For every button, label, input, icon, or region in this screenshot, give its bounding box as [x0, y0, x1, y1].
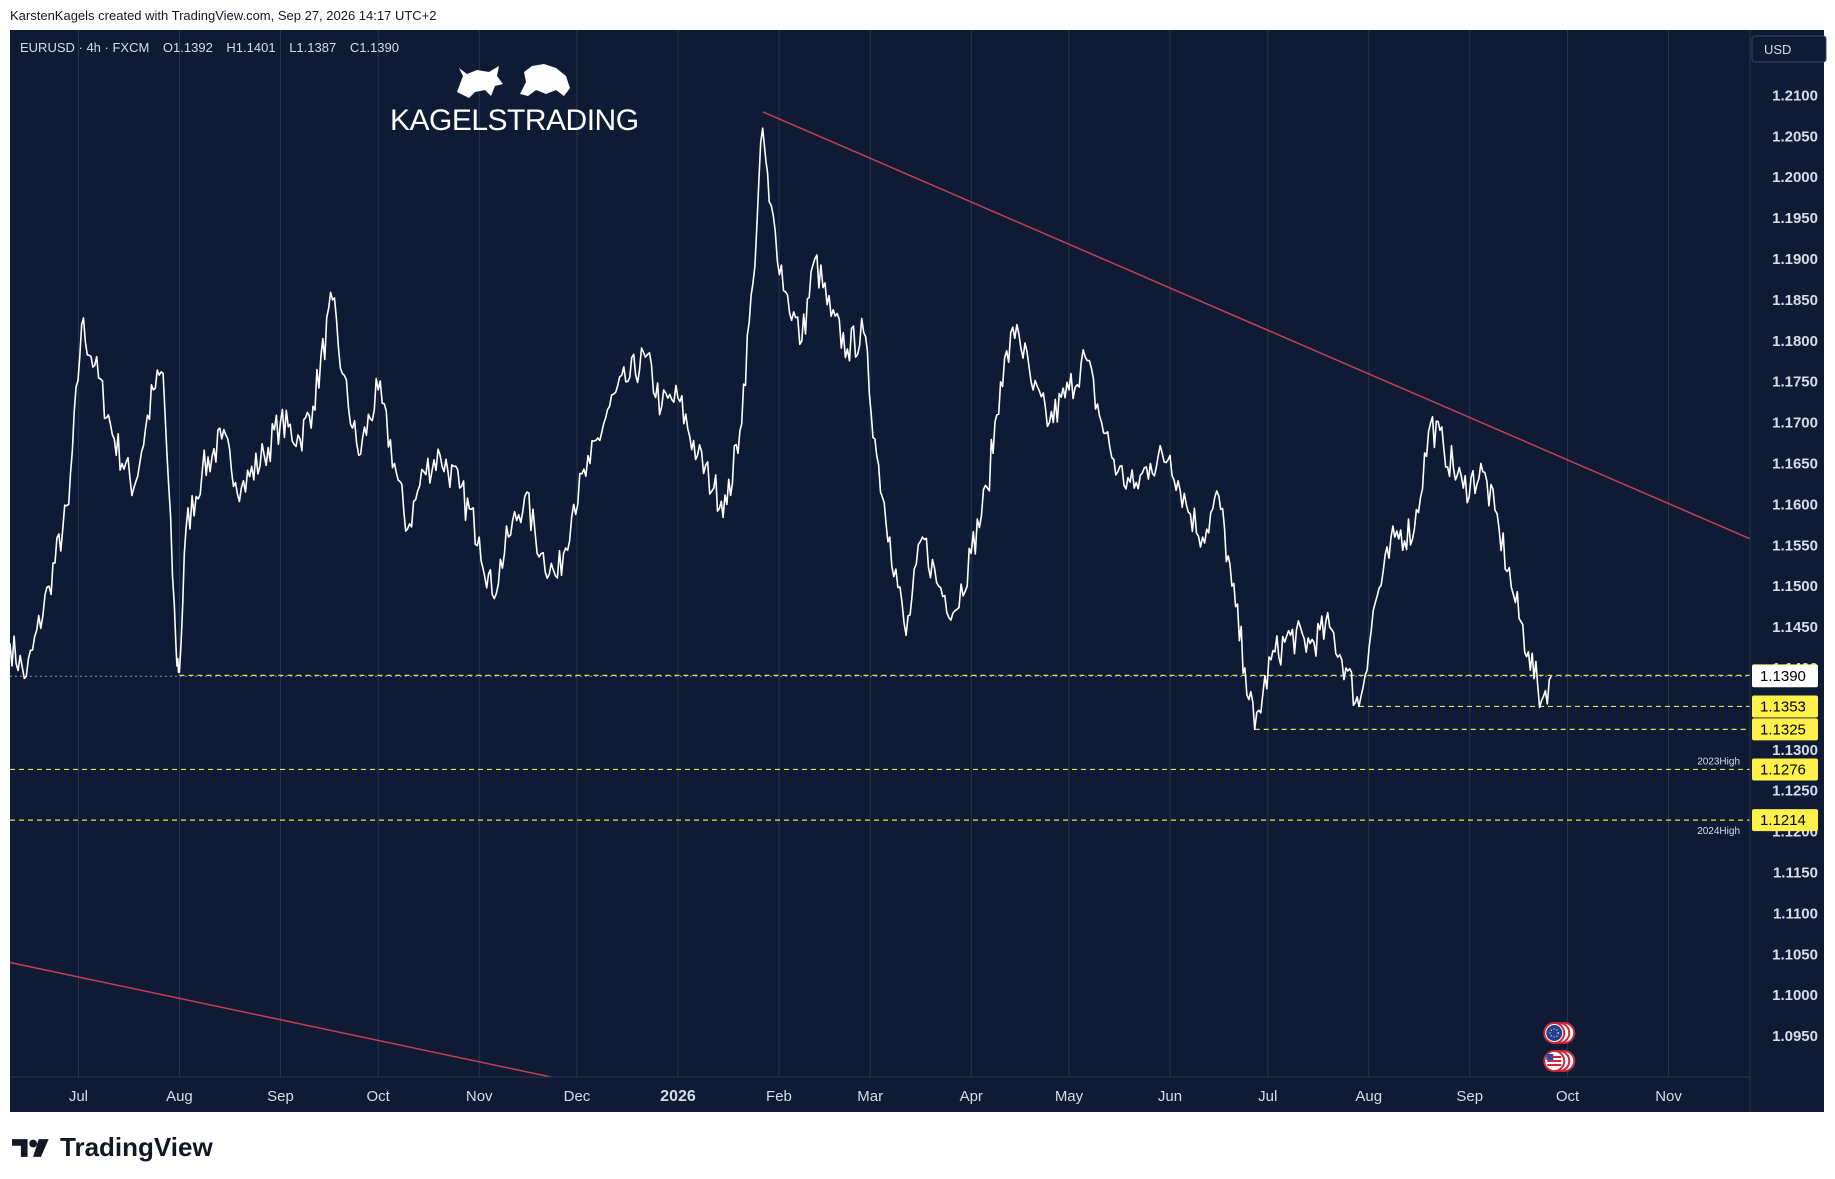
level-note: 2024High — [1697, 826, 1740, 837]
level-note: 2023High — [1697, 756, 1740, 767]
price-line — [9, 127, 1552, 731]
y-tick-label: 1.1800 — [1772, 333, 1818, 350]
x-tick-label: Oct — [1556, 1088, 1580, 1105]
y-tick-label: 1.1450 — [1772, 619, 1818, 636]
x-tick-label: Aug — [1355, 1088, 1382, 1105]
level-price-label: 1.1390 — [1760, 668, 1806, 685]
y-tick-label: 1.1650 — [1772, 456, 1818, 473]
y-tick-label: 1.2000 — [1772, 169, 1818, 186]
y-tick-label: 1.1250 — [1772, 783, 1818, 800]
trendline[interactable] — [9, 961, 552, 1078]
legend-symbol: EURUSD · 4h · FXCM — [20, 40, 149, 55]
plot-background — [10, 30, 1824, 1112]
x-tick-label: Mar — [857, 1088, 883, 1105]
legend-low: L1.1387 — [289, 40, 336, 55]
event-markers[interactable] — [1543, 1022, 1576, 1072]
svg-text:EURUSD · 4h · FXCM O1.13: EURUSD · 4h · FXCM O1.1392 H1.1401 L1.13… — [20, 40, 399, 55]
support-levels — [10, 674, 1750, 821]
x-tick-label: Nov — [1655, 1088, 1682, 1105]
x-tick-label: 2026 — [660, 1088, 696, 1105]
eu-event-icon[interactable] — [1543, 1022, 1576, 1044]
level-price-label: 1.1325 — [1760, 721, 1806, 738]
last-price-tag — [1752, 665, 1818, 688]
level-price-label: 1.1276 — [1760, 761, 1806, 778]
time-axis[interactable]: Jul Aug Sep Oct Nov Dec 2026 Feb Mar Apr May Jun Jul… — [69, 1088, 1683, 1105]
x-tick-label: Dec — [564, 1088, 591, 1105]
x-tick-label: Sep — [1456, 1088, 1483, 1105]
price-series — [9, 127, 1552, 731]
y-tick-label: 1.1150 — [1773, 865, 1818, 882]
tradingview-footer[interactable]: TradingView — [12, 1132, 213, 1163]
level-price-tag — [1752, 758, 1818, 781]
y-tick-label: 1.1850 — [1772, 292, 1818, 309]
symbol-legend[interactable]: EURUSD · 4h · FXCM O1.1392 H1.1401 L1.13… — [20, 40, 399, 55]
y-tick-label: 1.1300 — [1772, 742, 1818, 759]
chart-credit: KarstenKagels created with TradingView.c… — [10, 8, 437, 23]
chart[interactable]: 1.09501.10001.10501.11001.11501.12001.12… — [0, 0, 1835, 1125]
y-tick-label: 1.1700 — [1772, 415, 1818, 432]
level-price-tag — [1752, 695, 1818, 718]
x-tick-label: Feb — [766, 1088, 792, 1105]
trendlines — [9, 111, 1751, 1078]
level-price-tag — [1752, 809, 1818, 832]
x-tick-label: Aug — [166, 1088, 193, 1105]
level-price-label: 1.1214 — [1760, 812, 1806, 829]
x-tick-label: Apr — [960, 1088, 983, 1105]
legend-high: H1.1401 — [226, 40, 275, 55]
x-tick-label: Oct — [367, 1088, 391, 1105]
y-tick-label: 1.0950 — [1772, 1028, 1818, 1045]
currency-label: USD — [1764, 42, 1791, 57]
y-tick-label: 1.2050 — [1772, 128, 1818, 145]
tradingview-logo-icon — [12, 1138, 49, 1157]
y-tick-label: 1.1000 — [1772, 987, 1818, 1004]
level-price-tag — [1752, 718, 1818, 741]
brand-watermark: KAGELSTRADING — [390, 64, 639, 137]
y-tick-label: 1.1100 — [1773, 905, 1818, 922]
trendline[interactable] — [762, 111, 1751, 540]
legend-close: C1.1390 — [350, 40, 399, 55]
y-tick-label: 1.1500 — [1772, 578, 1818, 595]
x-tick-label: Jul — [69, 1088, 88, 1105]
y-tick-label: 1.1950 — [1772, 210, 1818, 227]
price-axis[interactable]: 1.09501.10001.10501.11001.11501.12001.12… — [1772, 87, 1818, 1045]
legend-open: O1.1392 — [163, 40, 213, 55]
price-labels: 1.13911.13901.13531.13251.12762023High1.… — [1697, 664, 1818, 837]
bull-icon — [457, 66, 503, 98]
x-tick-label: Jun — [1158, 1088, 1182, 1105]
y-tick-label: 1.1050 — [1772, 946, 1818, 963]
y-tick-label: 1.1550 — [1772, 537, 1818, 554]
x-tick-label: Nov — [466, 1088, 493, 1105]
level-price-label: 1.1353 — [1760, 698, 1806, 715]
y-tick-label: 1.2100 — [1772, 87, 1818, 104]
brand-name: KAGELSTRADING — [390, 104, 639, 137]
x-tick-label: May — [1055, 1088, 1084, 1105]
y-tick-label: 1.1900 — [1772, 251, 1818, 268]
x-tick-label: Jul — [1258, 1088, 1277, 1105]
us-event-icon[interactable] — [1543, 1050, 1576, 1072]
bear-icon — [520, 64, 570, 96]
tradingview-logo-text: TradingView — [60, 1132, 213, 1162]
currency-button[interactable]: USD — [1751, 35, 1827, 63]
x-tick-label: Sep — [267, 1088, 294, 1105]
y-tick-label: 1.1600 — [1772, 496, 1818, 513]
y-tick-label: 1.1750 — [1772, 374, 1818, 391]
